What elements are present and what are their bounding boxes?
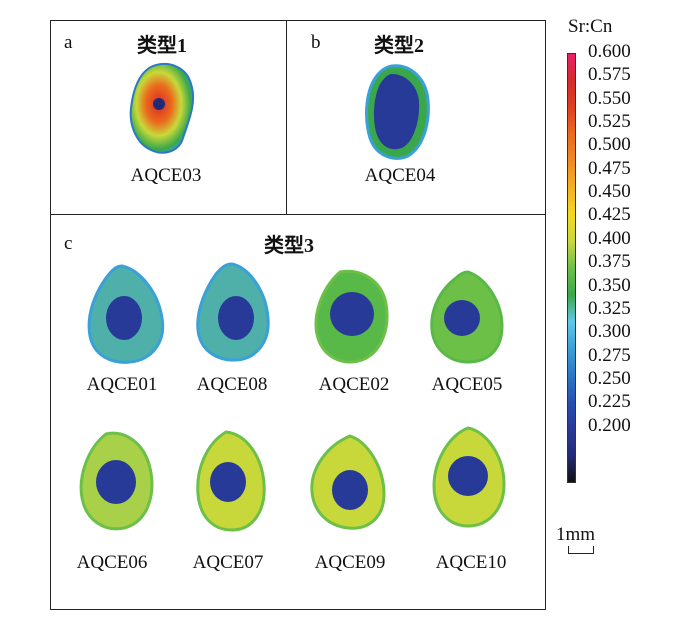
colorbar-tick-label: 0.500 [588, 134, 631, 156]
colorbar [567, 53, 576, 483]
otolith-aqce10-image [432, 426, 506, 528]
scale-label: 1mm [556, 524, 596, 545]
sample-label-aqce01: AQCE01 [86, 374, 158, 395]
otolith-aqce06-image [79, 431, 154, 531]
sample-label-aqce05: AQCE05 [431, 374, 503, 395]
sample-label-aqce09: AQCE09 [314, 552, 386, 573]
panel-b-letter: b [311, 32, 321, 53]
panel-c [50, 214, 546, 610]
panel-c-letter: c [64, 233, 73, 254]
colorbar-tick-label: 0.250 [588, 367, 631, 389]
colorbar-tick-label: 0.350 [588, 274, 631, 296]
colorbar-tick-label: 0.475 [588, 157, 631, 179]
otolith-aqce02-image [314, 269, 389, 364]
colorbar-tick-label: 0.450 [588, 181, 631, 203]
sample-label-aqce08: AQCE08 [196, 374, 268, 395]
colorbar-tick-label: 0.525 [588, 111, 631, 133]
otolith-aqce01-image [87, 264, 165, 364]
colorbar-tick-label: 0.300 [588, 321, 631, 343]
colorbar-tick-label: 0.575 [588, 64, 631, 86]
colorbar-tick-label: 0.325 [588, 297, 631, 319]
scale-bar [568, 546, 594, 554]
otolith-aqce09-image [310, 434, 386, 530]
colorbar-tick-label: 0.200 [588, 414, 631, 436]
otolith-aqce08-image [196, 262, 270, 362]
colorbar-tick-label: 0.425 [588, 204, 631, 226]
panel-a-letter: a [64, 32, 73, 53]
colorbar-tick-label: 0.400 [588, 227, 631, 249]
otolith-aqce03-image [129, 63, 195, 154]
sample-label-aqce02: AQCE02 [318, 374, 390, 395]
colorbar-title: Sr:Cn [568, 16, 613, 37]
panel-b-title: 类型2 [374, 35, 424, 57]
sample-label-aqce07: AQCE07 [192, 552, 264, 573]
sample-label-aqce06: AQCE06 [76, 552, 148, 573]
colorbar-tick-label: 0.550 [588, 87, 631, 109]
colorbar-tick-label: 0.275 [588, 344, 631, 366]
colorbar-tick-label: 0.600 [588, 41, 631, 62]
otolith-aqce07-image [196, 430, 266, 532]
colorbar-tick-label: 0.225 [588, 391, 631, 413]
otolith-aqce05-image [430, 270, 504, 364]
panel-c-title: 类型3 [264, 235, 314, 257]
otolith-aqce04-image [365, 64, 430, 160]
sample-label-aqce04: AQCE04 [364, 165, 436, 186]
sample-label-aqce03: AQCE03 [130, 165, 202, 186]
panel-a-title: 类型1 [137, 35, 187, 57]
sample-label-aqce10: AQCE10 [435, 552, 507, 573]
colorbar-tick-label: 0.375 [588, 251, 631, 273]
